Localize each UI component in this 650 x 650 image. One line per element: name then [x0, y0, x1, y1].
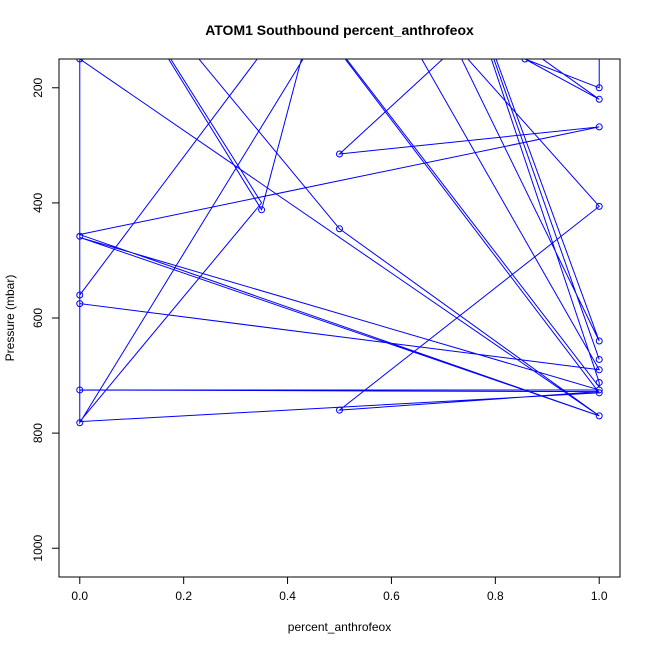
data-point: [521, 59, 529, 63]
data-point: [595, 123, 603, 131]
data-point: [76, 232, 84, 240]
chart-title: ATOM1 Southbound percent_anthrofeox: [205, 22, 474, 38]
data-point: [595, 366, 603, 374]
data-point: [336, 150, 343, 158]
data-point: [595, 378, 603, 386]
y-tick-label: 600: [31, 308, 45, 328]
data-point: [76, 300, 84, 308]
data-point: [336, 225, 343, 233]
plot-frame: [58, 58, 621, 578]
x-tick-label: 0.4: [279, 589, 296, 603]
y-tick-label: 400: [31, 193, 45, 213]
data-point: [595, 337, 603, 345]
x-tick-label: 0.6: [383, 589, 400, 603]
y-axis-label: Pressure (mbar): [3, 275, 17, 362]
x-axis-label: percent_anthrofeox: [288, 620, 391, 634]
x-tick-label: 0.2: [175, 589, 192, 603]
series-markers: [76, 59, 603, 427]
x-tick-label: 0.0: [71, 589, 88, 603]
x-tick-label: 0.8: [487, 589, 504, 603]
data-point: [76, 291, 84, 299]
data-point: [76, 59, 84, 63]
data-point: [76, 386, 84, 394]
y-tick-label: 800: [31, 423, 45, 443]
data-point: [258, 206, 266, 214]
x-axis: 0.0 0.2 0.4 0.6 0.8 1.0: [71, 577, 608, 603]
y-tick-label: 200: [31, 77, 45, 97]
series-lines: [77, 59, 601, 425]
data-point: [595, 412, 603, 420]
y-tick-label: 1000: [31, 535, 45, 562]
data-point: [595, 389, 603, 397]
x-tick-label: 1.0: [591, 589, 608, 603]
y-axis: 200 400 600 800 1000: [31, 77, 59, 562]
data-point: [595, 95, 603, 103]
data-point: [76, 419, 84, 427]
series-line: [77, 59, 601, 425]
data-point: [336, 406, 343, 414]
data-point: [595, 386, 603, 394]
data-point: [595, 84, 603, 92]
data-point: [595, 202, 603, 210]
data-point: [595, 355, 603, 363]
